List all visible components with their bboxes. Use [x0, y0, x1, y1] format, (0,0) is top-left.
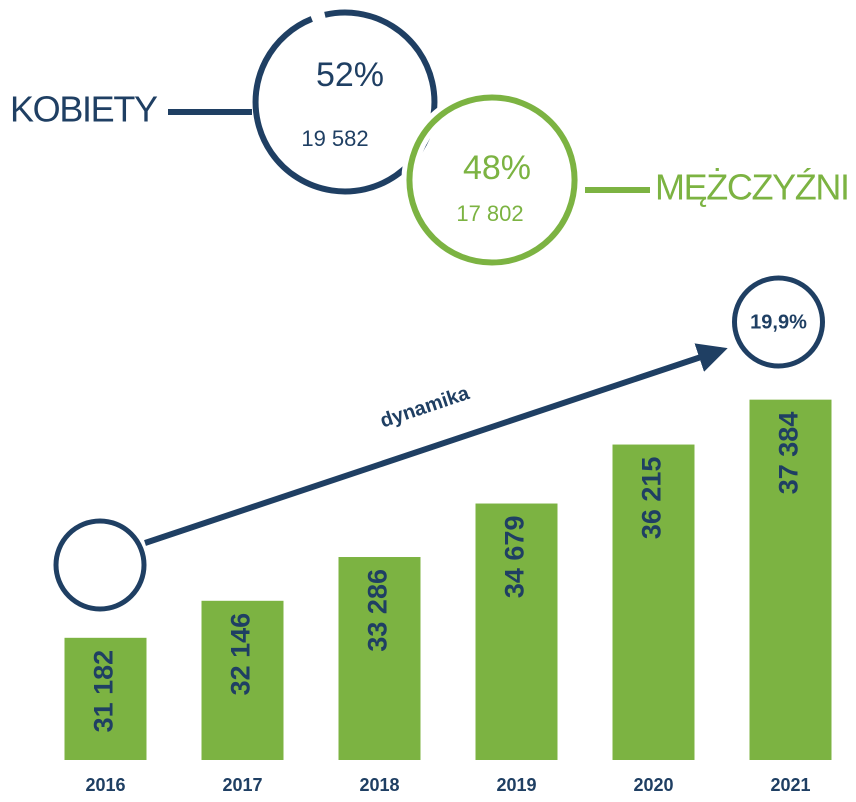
- percent-label: 48%: [463, 149, 531, 187]
- start-circle: [53, 518, 147, 612]
- ring: [252, 9, 438, 195]
- x-tick-label: 2021: [770, 775, 810, 795]
- value-label: 32 146: [226, 613, 256, 696]
- trend-arrow: [144, 343, 728, 546]
- x-tick-label: 2019: [496, 775, 536, 795]
- ring: [406, 94, 578, 266]
- growth-circle: [732, 275, 825, 369]
- bar: [338, 557, 421, 760]
- bar: [475, 503, 558, 760]
- count-label: 19 582: [301, 126, 368, 151]
- x-tick-label: 2020: [633, 775, 673, 795]
- value-label: 34 679: [500, 516, 530, 599]
- bar: [612, 444, 695, 760]
- value-label: 31 182: [89, 650, 119, 733]
- value-label: 33 286: [363, 569, 393, 652]
- bar: [201, 600, 284, 760]
- x-tick-label: 2016: [85, 775, 125, 795]
- x-tick-label: 2017: [222, 775, 262, 795]
- legend-label: MĘŻCZYŹNI: [655, 167, 850, 208]
- bar: [749, 399, 832, 760]
- count-label: 17 802: [456, 201, 523, 226]
- bar: [64, 637, 147, 760]
- x-tick-label: 2018: [359, 775, 399, 795]
- legend-label: KOBIETY: [10, 89, 158, 130]
- value-label: 36 215: [637, 457, 667, 540]
- growth-label: 19,9%: [750, 311, 807, 333]
- percent-label: 52%: [316, 56, 384, 94]
- annotation: dynamika: [378, 382, 473, 432]
- value-label: 37 384: [774, 412, 804, 495]
